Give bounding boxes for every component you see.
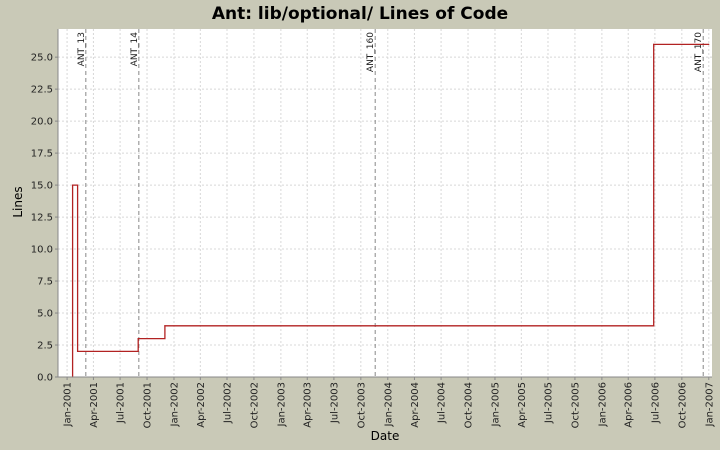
x-tick-label: Jan-2005 xyxy=(490,382,501,427)
version-marker-label: ANT_160 xyxy=(366,32,376,72)
data-point xyxy=(164,325,166,327)
y-tick-label: 0.0 xyxy=(37,373,53,384)
y-tick-label: 7.5 xyxy=(37,277,53,288)
x-tick-label: Jan-2004 xyxy=(383,382,394,427)
x-tick-label: Oct-2005 xyxy=(570,382,581,428)
x-tick-label: Oct-2004 xyxy=(464,382,475,428)
x-tick-label: Jul-2006 xyxy=(650,382,661,424)
x-tick-label: Jul-2002 xyxy=(222,382,233,424)
x-tick-label: Jul-2005 xyxy=(543,382,554,424)
x-tick-label: Oct-2006 xyxy=(677,382,688,428)
y-tick-label: 10.0 xyxy=(31,245,53,256)
x-tick-label: Oct-2003 xyxy=(356,382,367,428)
y-axis-ticks: 0.0 2.5 5.0 7.5 10.0 12.5 15.0 17.5 20.0 22.5 25.0 xyxy=(31,53,58,384)
x-tick-label: Apr-2006 xyxy=(624,382,635,428)
version-marker-label: ANT_13 xyxy=(77,32,87,66)
y-tick-label: 25.0 xyxy=(31,53,53,64)
data-point xyxy=(653,43,655,45)
y-tick-label: 22.5 xyxy=(31,85,53,96)
x-tick-label: Jan-2001 xyxy=(63,382,74,427)
grid-lines xyxy=(58,29,712,377)
x-tick-label: Jan-2007 xyxy=(704,382,715,427)
x-tick-label: Jan-2003 xyxy=(276,382,287,427)
x-tick-label: Jan-2006 xyxy=(597,382,608,427)
x-tick-label: Jul-2003 xyxy=(329,382,340,424)
chart-title: Ant: lib/optional/ Lines of Code xyxy=(212,4,508,24)
version-marker-label: ANT_14 xyxy=(130,32,140,67)
y-axis-label: Lines xyxy=(11,186,25,217)
version-markers: ANT_13 ANT_14 ANT_160 ANT_170 xyxy=(77,29,704,377)
x-tick-label: Apr-2005 xyxy=(517,382,528,428)
x-axis-label: Date xyxy=(371,429,400,443)
y-tick-label: 2.5 xyxy=(37,341,53,352)
data-point xyxy=(77,350,79,353)
data-point xyxy=(137,338,139,340)
x-axis-ticks: Jan-2001 Apr-2001 Jul-2001 Oct-2001 Jan-2002… xyxy=(63,377,715,428)
x-tick-label: Apr-2003 xyxy=(303,382,314,428)
x-tick-label: Jul-2001 xyxy=(116,382,127,424)
y-tick-label: 5.0 xyxy=(37,309,53,320)
y-tick-label: 17.5 xyxy=(31,149,53,160)
y-tick-label: 15.0 xyxy=(31,181,53,192)
x-tick-label: Apr-2002 xyxy=(196,382,207,428)
x-tick-label: Jan-2002 xyxy=(169,382,180,427)
version-marker-label: ANT_170 xyxy=(694,32,704,72)
x-tick-label: Apr-2001 xyxy=(89,382,100,428)
data-point xyxy=(708,43,710,45)
x-tick-label: Jul-2004 xyxy=(437,382,448,424)
x-tick-label: Oct-2002 xyxy=(249,382,260,428)
x-tick-label: Apr-2004 xyxy=(410,382,421,428)
y-tick-label: 20.0 xyxy=(31,117,53,128)
x-tick-label: Oct-2001 xyxy=(143,382,154,428)
y-tick-label: 12.5 xyxy=(31,213,53,224)
data-point xyxy=(72,184,74,186)
plot-area xyxy=(58,29,712,377)
